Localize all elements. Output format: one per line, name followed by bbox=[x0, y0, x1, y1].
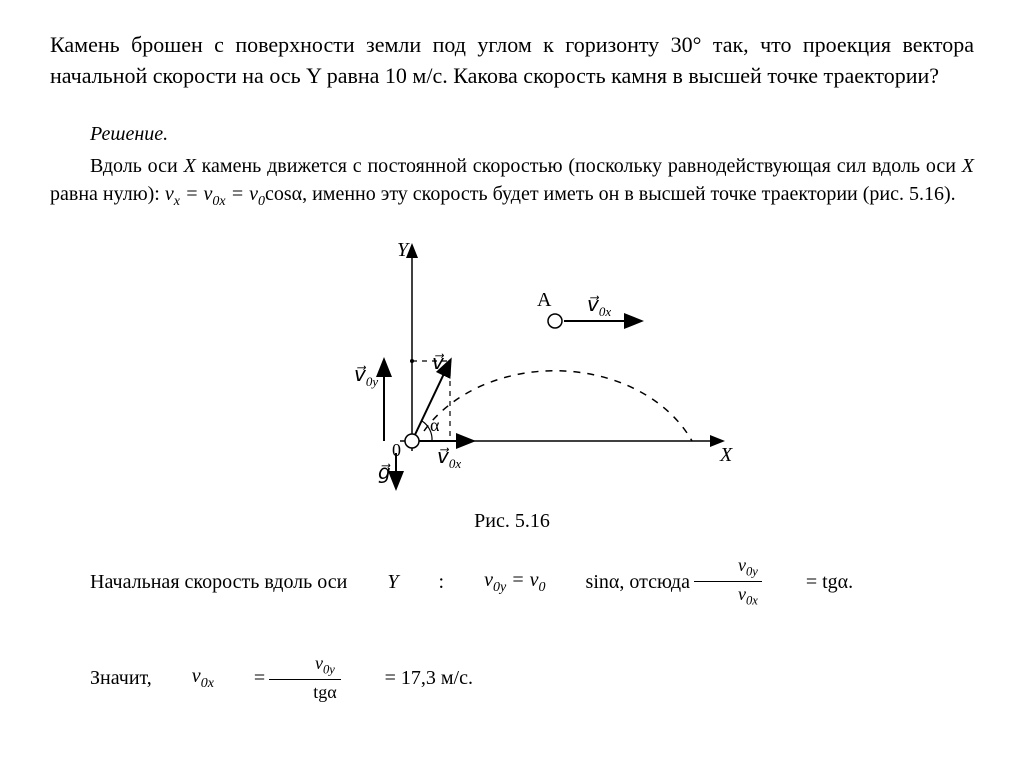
v: v bbox=[165, 183, 174, 205]
sub: 0x bbox=[201, 676, 214, 691]
fraction: v0y v0x bbox=[694, 553, 762, 610]
label-v0y: v⃗0y bbox=[354, 364, 378, 389]
label-x: X bbox=[719, 444, 733, 466]
label-v0x: v⃗0x bbox=[437, 446, 461, 471]
v: v bbox=[484, 569, 493, 591]
solution-label: Решение. bbox=[50, 120, 974, 148]
label-y: Y bbox=[397, 239, 410, 261]
eq: = v bbox=[180, 183, 212, 205]
t: именно эту скорость будет иметь он в выс… bbox=[307, 183, 956, 205]
t: равна нулю): bbox=[50, 183, 165, 205]
t: Значит, bbox=[50, 664, 152, 692]
t: Начальная скорость вдоль оси bbox=[50, 568, 347, 596]
sub: 0x bbox=[212, 194, 225, 209]
axis: Y bbox=[347, 568, 398, 596]
axis-x: X bbox=[962, 155, 974, 177]
t: Вдоль оси bbox=[90, 155, 184, 177]
label-g: g⃗ bbox=[378, 462, 391, 484]
equation-line-3: Значит, v0x = v0y tgα = 17,3 м/с. bbox=[50, 651, 974, 705]
v: v bbox=[192, 665, 201, 687]
fraction: v0y tgα bbox=[269, 651, 340, 705]
t: = 17,3 м/с. bbox=[345, 664, 473, 692]
label-alpha: α bbox=[430, 415, 440, 435]
eq: = v bbox=[506, 569, 538, 591]
sub: 0y bbox=[493, 580, 506, 595]
eq: = bbox=[214, 664, 265, 692]
sub: 0 bbox=[258, 194, 265, 209]
label-a: A bbox=[537, 289, 552, 311]
axis-x: X bbox=[184, 155, 196, 177]
label-v0x-apex: v⃗0x bbox=[587, 294, 611, 319]
trajectory-diagram: Y X 0 v⃗0 v⃗0y v⃗0x α g⃗ A v⃗0x bbox=[272, 221, 752, 501]
sub: 0 bbox=[539, 580, 546, 595]
label-v0: v⃗0 bbox=[432, 352, 451, 377]
figure-caption: Рис. 5.16 bbox=[50, 507, 974, 535]
eq: = v bbox=[226, 183, 258, 205]
t: : bbox=[399, 568, 445, 596]
solution-paragraph: Вдоль оси X камень движется с постоянной… bbox=[50, 152, 974, 212]
t: cosα, bbox=[265, 183, 307, 205]
t: камень движется с постоянной скоростью (… bbox=[196, 155, 962, 177]
t: sinα, отсюда bbox=[546, 568, 690, 596]
equation-line-2: Начальная скорость вдоль оси Y : v0y = v… bbox=[50, 553, 974, 610]
problem-statement: Камень брошен с поверхности земли под уг… bbox=[50, 30, 974, 92]
t: = tgα. bbox=[766, 568, 853, 596]
